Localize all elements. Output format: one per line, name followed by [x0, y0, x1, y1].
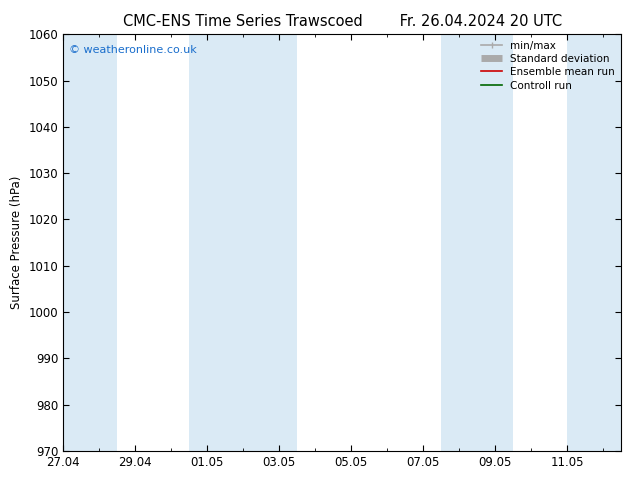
Legend: min/max, Standard deviation, Ensemble mean run, Controll run: min/max, Standard deviation, Ensemble me…	[477, 36, 619, 95]
Y-axis label: Surface Pressure (hPa): Surface Pressure (hPa)	[10, 176, 23, 309]
Bar	[190, 34, 297, 451]
Bar	[441, 34, 514, 451]
Bar	[63, 34, 117, 451]
Text: © weatheronline.co.uk: © weatheronline.co.uk	[69, 45, 197, 55]
Bar	[567, 34, 621, 451]
Title: CMC-ENS Time Series Trawscoed        Fr. 26.04.2024 20 UTC: CMC-ENS Time Series Trawscoed Fr. 26.04.…	[123, 14, 562, 29]
